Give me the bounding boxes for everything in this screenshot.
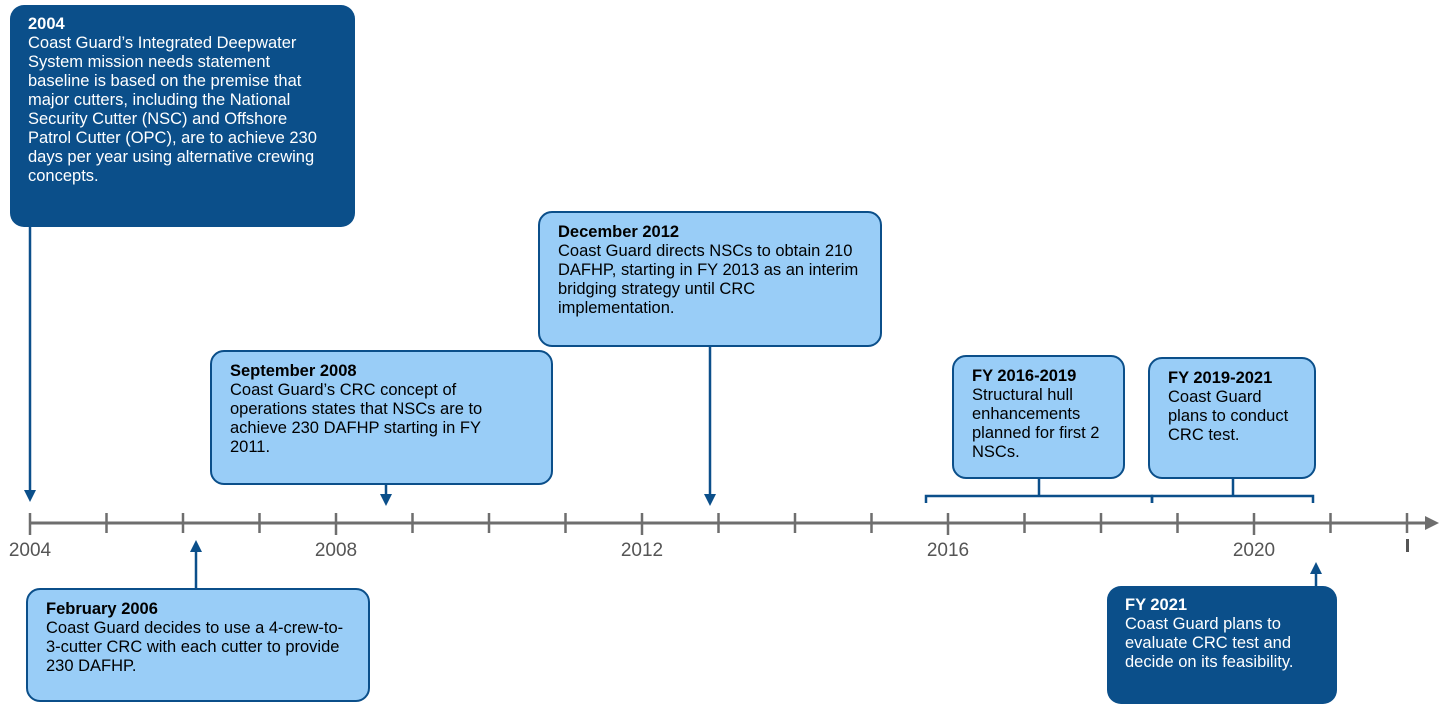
event-title: December 2012	[558, 223, 680, 241]
event-box-fy2016-2019: FY 2016-2019 Structural hull enhancement…	[952, 355, 1125, 479]
arrow-2004-head	[24, 490, 36, 502]
timeline-arrowhead	[1425, 516, 1439, 530]
event-box-sep-2008: September 2008 Coast Guard’s CRC concept…	[210, 350, 553, 485]
event-box-fy2019-2021: FY 2019-2021 Coast Guard plans to conduc…	[1148, 357, 1316, 479]
year-ticks	[28, 513, 1409, 535]
year-label-2012: 2012	[620, 540, 664, 561]
event-box-2004: 2004 Coast Guard’s Integrated Deepwater …	[10, 5, 355, 227]
arrow-feb-2006-head	[190, 540, 202, 552]
event-title: February 2006	[46, 600, 158, 618]
event-text: Coast Guard’s CRC concept of operations …	[230, 381, 483, 456]
year-label-2020: 2020	[1232, 540, 1276, 561]
bracket-fy2016-2019	[924, 478, 1154, 503]
year-label-2008: 2008	[314, 540, 358, 561]
event-title: FY 2021	[1125, 596, 1188, 614]
event-title: 2004	[28, 15, 65, 33]
event-text: Coast Guard decides to use a 4-crew-to-3…	[46, 619, 344, 675]
year-label-2004: 2004	[8, 540, 52, 561]
event-text: Structural hull enhancements planned for…	[972, 386, 1100, 461]
event-title: FY 2019-2021	[1168, 369, 1273, 387]
arrow-dec-2012-head	[704, 494, 716, 506]
arrow-fy2021-head	[1310, 562, 1322, 574]
bracket-fy2019-2021	[1150, 478, 1315, 503]
event-box-feb-2006: February 2006 Coast Guard decides to use…	[26, 588, 370, 702]
arrow-sep-2008-head	[380, 494, 392, 506]
event-title: September 2008	[230, 362, 357, 380]
event-box-fy2021: FY 2021 Coast Guard plans to evaluate CR…	[1107, 586, 1337, 704]
event-text: Coast Guard plans to evaluate CRC test a…	[1125, 615, 1294, 671]
event-box-dec-2012: December 2012 Coast Guard directs NSCs t…	[538, 211, 882, 347]
event-text: Coast Guard plans to conduct CRC test.	[1168, 388, 1289, 444]
axis-end-mark	[1406, 539, 1409, 552]
year-label-2016: 2016	[926, 540, 970, 561]
event-title: FY 2016-2019	[972, 367, 1077, 385]
event-text: Coast Guard’s Integrated Deepwater Syste…	[28, 34, 317, 185]
event-text: Coast Guard directs NSCs to obtain 210 D…	[558, 242, 859, 317]
